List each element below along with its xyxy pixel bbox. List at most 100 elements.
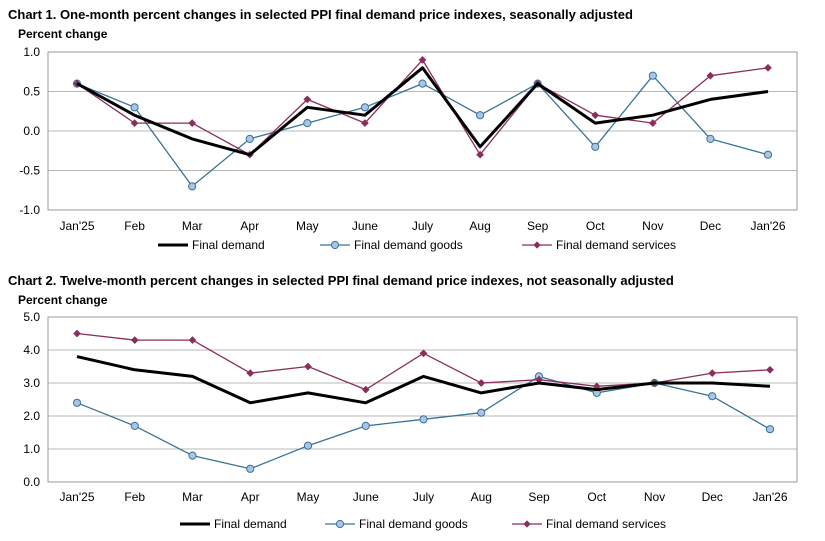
chart2-goods-point (188, 451, 197, 460)
chart1-xtick-label: Nov (642, 219, 663, 233)
chart1-ytick-label: -0.5 (19, 164, 40, 178)
chart1-xtick-label: Dec (700, 219, 721, 233)
chart1-ytick-label: 0.0 (23, 124, 40, 138)
chart1-xtick-label: Feb (124, 219, 145, 233)
chart1-services-point (764, 63, 772, 72)
chart2-xtick-label: Jan'26 (753, 490, 788, 504)
chart1-xtick-label: Mar (182, 219, 203, 233)
chart2-services-point (477, 379, 486, 387)
chart1-legend-item: Final demand (158, 238, 265, 252)
chart1-goods-point (763, 150, 773, 159)
chart1-services-point (188, 119, 197, 128)
chart2-services-point (361, 385, 370, 394)
chart2-xtick-label: Feb (124, 490, 145, 504)
chart2-legend-item: Final demand (180, 517, 287, 531)
chart1-xtick-label: Sep (527, 219, 549, 233)
chart1-series-line-2 (76, 59, 769, 156)
chart2-xtick-label: Nov (644, 490, 665, 504)
chart1-services-point (130, 119, 139, 128)
chart1-xtick-label: Apr (240, 219, 259, 233)
chart1-ylabel: Percent change (18, 27, 108, 41)
chart2-ytick-label: 4.0 (23, 343, 40, 357)
chart2-services-point (304, 362, 312, 371)
chart1-legend-marker (330, 240, 340, 250)
chart2-xtick-label: June (353, 490, 379, 504)
chart2-legend-marker (523, 520, 531, 528)
chart2-ytick-label: 0.0 (23, 475, 40, 489)
chart2-plot-area (47, 316, 798, 483)
chart2-group: 5.0 4.0 3.0 2.0 1.0 0.0 Jan'25 Feb Mar Apr May June… (23, 310, 798, 531)
chart1-goods-point (188, 182, 197, 191)
chart2-ytick-label: 1.0 (23, 442, 40, 456)
chart1-legend-marker (533, 241, 541, 249)
chart1-xtick-label: Jan'25 (60, 219, 95, 233)
chart2-services-point (766, 365, 774, 374)
chart1-goods-point (475, 111, 485, 120)
chart2-goods-point (361, 421, 370, 430)
chart1-services-point (360, 119, 369, 128)
chart1-goods-point (245, 134, 254, 143)
chart1-services-point (648, 119, 657, 128)
chart1-ytick-label: -1.0 (19, 203, 40, 217)
chart2-legend-item: Final demand services (512, 517, 666, 531)
chart2-services-point (246, 369, 255, 378)
chart2-goods-point (419, 415, 428, 424)
chart2-goods-point (477, 408, 486, 417)
chart1-goods-point (648, 71, 657, 80)
chart1-plot-area (47, 51, 798, 211)
chart1-legend-item: Final demand services (522, 238, 676, 252)
chart2-xtick-label: July (413, 490, 434, 504)
chart1-goods-point (130, 103, 139, 112)
chart2-legend-label: Final demand (214, 517, 287, 531)
chart1-goods-point (360, 103, 370, 112)
chart2-xtick-label: Aug (471, 490, 492, 504)
chart1-title: Chart 1. One-month percent changes in se… (8, 7, 633, 22)
chart2-ylabel: Percent change (18, 293, 108, 307)
chart1-services-point (706, 71, 715, 80)
chart2-goods-point (765, 425, 775, 434)
chart2-title: Chart 2. Twelve-month percent changes in… (8, 273, 674, 288)
chart2-xtick-label: Mar (182, 490, 203, 504)
chart2-xtick-label: Jan'25 (60, 490, 95, 504)
chart2-legend-marker (335, 519, 345, 529)
chart1-legend-label: Final demand services (556, 238, 676, 252)
chart2-goods-point (246, 464, 255, 473)
chart2-xtick-label: May (297, 490, 320, 504)
chart1-goods-point (706, 134, 715, 143)
chart1-ytick-label: 0.5 (23, 85, 40, 99)
chart2-services-point (708, 369, 717, 378)
chart2-series-line-0 (76, 355, 771, 405)
chart2-legend-item: Final demand goods (325, 517, 468, 531)
chart2-goods-point (130, 421, 139, 430)
chart1-goods-point (303, 119, 312, 128)
chart1-legend-label: Final demand (192, 238, 265, 252)
chart1-legend-item: Final demand goods (320, 238, 463, 252)
chart2-services-point (130, 336, 139, 345)
chart1-xtick-label: Aug (469, 219, 490, 233)
chart1-series-line-0 (76, 66, 769, 157)
chart2-xtick-label: Dec (702, 490, 723, 504)
chart1-goods-point (418, 79, 427, 88)
chart1-xtick-label: June (352, 219, 378, 233)
chart1-group: 1.0 0.5 0.0 -0.5 -1.0 Jan'25 Feb Mar Apr May June J… (19, 45, 798, 252)
chart2-goods-point (708, 392, 717, 401)
chart1-services-point (418, 55, 427, 64)
chart1-xtick-label: Oct (586, 219, 605, 233)
chart2-ytick-label: 3.0 (23, 376, 40, 390)
chart2-ytick-label: 2.0 (23, 409, 40, 423)
chart2-ytick-label: 5.0 (23, 310, 40, 324)
chart2-services-point (419, 349, 428, 358)
chart1-xtick-label: July (412, 219, 433, 233)
chart1-services-point (303, 95, 312, 104)
chart2-legend-label: Final demand services (546, 517, 666, 531)
chart1-goods-point (591, 142, 600, 151)
chart1-legend-label: Final demand goods (354, 238, 463, 252)
chart1-services-point (591, 111, 600, 120)
chart2-legend-label: Final demand goods (359, 517, 468, 531)
chart2-goods-point (72, 398, 82, 407)
chart2-services-point (188, 336, 197, 345)
chart1-services-point (476, 150, 485, 159)
chart2-series-line-2 (76, 332, 771, 391)
chart2-xtick-label: Sep (528, 490, 550, 504)
